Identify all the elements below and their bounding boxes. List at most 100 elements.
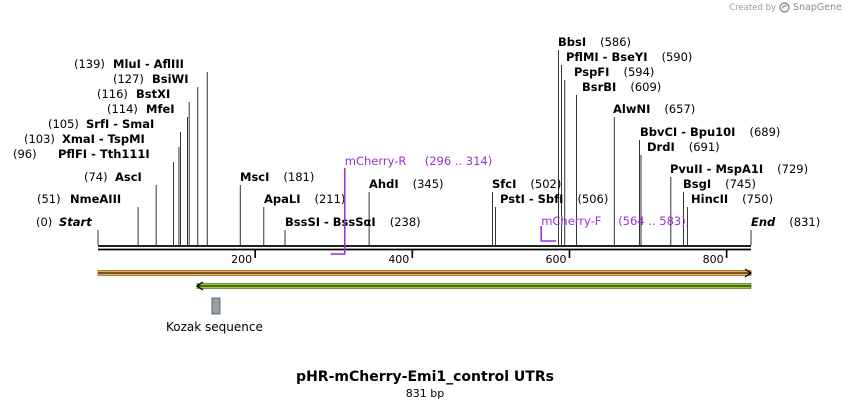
site-name: BsiWI (152, 72, 189, 86)
site-position: (74) (84, 170, 108, 184)
site-name: Start (59, 215, 92, 229)
site-name: PvuII - MspA1I (670, 162, 763, 176)
site-name: PstI - SbfI (500, 192, 563, 206)
kozak-label: Kozak sequence (166, 320, 263, 334)
site-position: (116) (97, 87, 128, 101)
site-position: (689) (749, 125, 780, 139)
ruler-ticks: 200 400 600 800 (231, 250, 728, 266)
site-xmai[interactable]: (103) XmaI - TspMI (24, 132, 145, 146)
site-bsgi[interactable]: BsgI (745) (683, 177, 756, 191)
site-mfei[interactable]: (114) MfeI (107, 102, 175, 116)
site-position: (103) (24, 132, 55, 146)
site-position: (238) (390, 215, 421, 229)
site-name: BsgI (683, 177, 711, 191)
site-name: BsrBI (582, 80, 616, 94)
credit-brand: SnapGene (793, 2, 842, 13)
site-position: (51) (37, 192, 61, 206)
primer-mcherry-r[interactable]: mCherry-R (296 .. 314) (330, 154, 493, 255)
site-name: AlwNI (613, 102, 650, 116)
site-position: (114) (107, 102, 138, 116)
site-name: ApaLI (264, 192, 301, 206)
map-title: pHR-mCherry-Emi1_control UTRs (296, 369, 554, 385)
site-asci[interactable]: (74) AscI (84, 170, 142, 184)
site-apali[interactable]: ApaLI (211) (264, 192, 345, 206)
site-psti[interactable]: PstI - SbfI (506) (500, 192, 608, 206)
site-bsiwi[interactable]: (127) BsiWI (113, 72, 189, 86)
site-position: (586) (600, 35, 631, 49)
site-position: (594) (623, 65, 654, 79)
site-name: HincII (691, 192, 728, 206)
site-position: (96) (13, 147, 37, 161)
site-position: (502) (530, 177, 561, 191)
tick-label: 600 (545, 253, 566, 266)
site-name: BstXI (136, 87, 170, 101)
site-position: (609) (630, 80, 661, 94)
primer-bracket (330, 168, 346, 255)
site-name: PflMI - BseYI (566, 50, 647, 64)
site-name: SfcI (492, 177, 516, 191)
primer-mcherry-f[interactable]: mCherry-F (564 .. 583) (540, 214, 686, 242)
feature-arrows (97, 268, 753, 315)
kozak-feature-box[interactable] (211, 297, 221, 315)
site-alwni[interactable]: AlwNI (657) (613, 102, 695, 116)
site-name: MfeI (146, 102, 175, 116)
tick-label: 800 (703, 253, 724, 266)
site-start[interactable]: (0) Start (36, 215, 92, 229)
site-end[interactable]: End (831) (751, 215, 820, 229)
credit-prefix: Created by (729, 2, 777, 13)
site-position: (0) (36, 215, 52, 229)
site-name: MscI (240, 170, 269, 184)
site-position: (729) (777, 162, 808, 176)
site-pflmi[interactable]: PflMI - BseYI (590) (566, 50, 692, 64)
site-bbsi[interactable]: BbsI (586) (558, 35, 631, 49)
site-hincii[interactable]: HincII (750) (691, 192, 773, 206)
site-pspfi[interactable]: PspFI (594) (574, 65, 654, 79)
site-position: (750) (742, 192, 773, 206)
site-bsrbi[interactable]: BsrBI (609) (582, 80, 661, 94)
sequence-backbone (98, 245, 751, 251)
primer-bracket (540, 226, 557, 242)
site-position: (127) (113, 72, 144, 86)
site-name: End (751, 215, 776, 229)
site-msci[interactable]: MscI (181) (240, 170, 314, 184)
site-pflfi[interactable]: (96) PflFI - Tth111I (13, 147, 150, 161)
snapgene-credit: Created by SnapGene (729, 2, 842, 13)
tick-label: 200 (231, 253, 252, 266)
site-bbvci[interactable]: BbvCI - Bpu10I (689) (640, 125, 780, 139)
site-pvuii[interactable]: PvuII - MspA1I (729) (670, 162, 808, 176)
site-name: NmeAIII (70, 192, 121, 206)
tick-label: 400 (388, 253, 409, 266)
primer-range: (296 .. 314) (425, 154, 493, 168)
site-name: PflFI - Tth111I (58, 147, 150, 161)
orange-feature[interactable] (97, 268, 753, 278)
site-position: (831) (789, 215, 820, 229)
site-nmeaiii[interactable]: (51) NmeAIII (37, 192, 121, 206)
primer-name: mCherry-R (345, 154, 407, 168)
primer-annotations: mCherry-R (296 .. 314) mCherry-F (564 .. 58… (330, 154, 686, 255)
site-position: (139) (74, 57, 105, 71)
site-srfi[interactable]: (105) SrfI - SmaI (48, 117, 154, 131)
site-leader-lines (97, 50, 752, 245)
site-sfci[interactable]: SfcI (502) (492, 177, 561, 191)
site-name: BbvCI - Bpu10I (640, 125, 735, 139)
site-name: BbsI (558, 35, 586, 49)
site-bstxi[interactable]: (116) BstXI (97, 87, 170, 101)
site-position: (657) (664, 102, 695, 116)
site-name: XmaI - TspMI (62, 132, 145, 146)
site-mlui[interactable]: (139) MluI - AflIII (74, 57, 184, 71)
site-position: (345) (413, 177, 444, 191)
green-feature[interactable] (195, 281, 752, 291)
site-position: (506) (577, 192, 608, 206)
site-position: (691) (689, 140, 720, 154)
site-drdi[interactable]: DrdI (691) (647, 140, 720, 154)
site-name: BssSI - BssSαI (285, 215, 376, 229)
site-labels: (0) Start (51) NmeAIII (74) AscI (96) PflFI - T… (13, 35, 820, 229)
snapgene-logo-icon (779, 2, 790, 13)
site-position: (105) (48, 117, 79, 131)
site-position: (211) (315, 192, 346, 206)
site-ahdi[interactable]: AhdI (345) (369, 177, 444, 191)
site-bsssi[interactable]: BssSI - BssSαI (238) (285, 215, 421, 229)
site-position: (590) (661, 50, 692, 64)
site-name: SrfI - SmaI (86, 117, 154, 131)
